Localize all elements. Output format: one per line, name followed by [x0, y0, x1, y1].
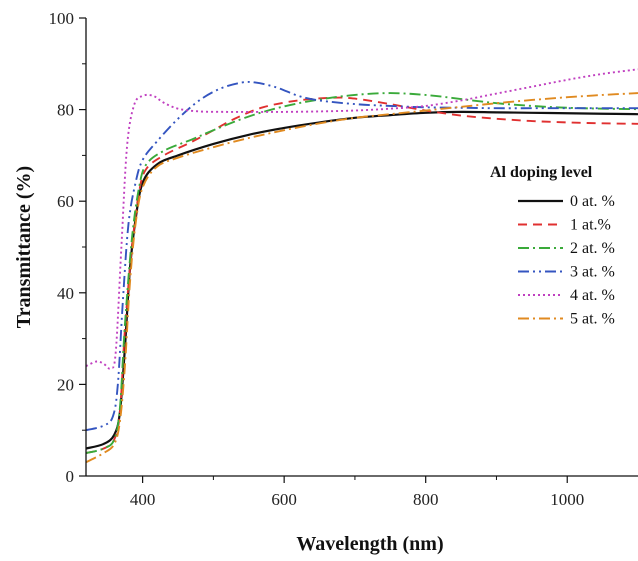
y-tick-label: 80 — [57, 101, 74, 120]
legend: Al doping level 0 at. % 1 at.% 2 at. % 3 at… — [490, 164, 615, 328]
y-tick-label: 20 — [57, 375, 74, 394]
series-line — [86, 92, 638, 464]
y-tick-label: 40 — [57, 284, 74, 303]
x-tick-label: 600 — [271, 490, 297, 509]
tick-layer: 400 600 800 1000 0 20 40 60 80 100 — [49, 9, 585, 509]
legend-label: 5 at. % — [570, 311, 615, 328]
legend-title: Al doping level — [490, 164, 593, 181]
y-tick-label: 100 — [49, 9, 75, 28]
legend-label: 2 at. % — [570, 240, 615, 257]
x-tick-label: 400 — [130, 490, 156, 509]
series-layer — [86, 68, 638, 464]
legend-label: 4 at. % — [570, 287, 615, 304]
series-line — [86, 110, 638, 450]
series-line — [86, 68, 638, 370]
legend-label: 0 at. % — [570, 193, 615, 210]
x-tick-label: 800 — [413, 490, 439, 509]
x-tick-label: 1000 — [550, 490, 584, 509]
y-tick-label: 0 — [66, 467, 75, 486]
legend-label: 1 at.% — [570, 217, 611, 234]
x-axis-title: Wavelength (nm) — [296, 533, 443, 555]
legend-label: 3 at. % — [570, 264, 615, 281]
y-tick-label: 60 — [57, 192, 74, 211]
y-axis-title: Transmittance (%) — [13, 166, 35, 328]
series-line — [86, 92, 638, 455]
